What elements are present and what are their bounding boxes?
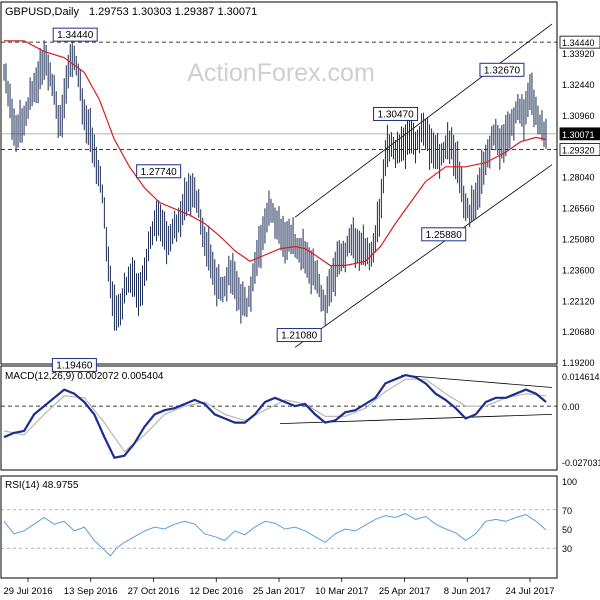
macd-title: MACD(12,26,9) 0.002072 0.005404 xyxy=(5,371,164,382)
rsi-tick-label: 70 xyxy=(562,506,572,516)
x-tick-label: 13 Sep 2016 xyxy=(64,586,118,597)
rsi-tick-label: 50 xyxy=(562,525,572,535)
price-label-box xyxy=(52,27,98,42)
price-label-text: 1.19460 xyxy=(56,361,93,372)
y-tick-label: 1.30071 xyxy=(562,130,595,140)
x-tick-label: 27 Oct 2016 xyxy=(128,586,180,597)
price-label-text: 1.30470 xyxy=(377,109,414,120)
price-label-box xyxy=(136,164,182,179)
ma-line xyxy=(4,40,547,267)
price-label-box xyxy=(421,227,467,242)
y-axis-highlight xyxy=(559,127,600,141)
price-label-box xyxy=(373,106,419,121)
x-axis-labels: 29 Jul 2016 13 Sep 2016 27 Oct 2016 12 Dec … xyxy=(3,578,555,597)
macd-panel-frame xyxy=(0,365,558,471)
y-tick-label: 1.29320 xyxy=(562,146,595,156)
moving-average xyxy=(4,40,547,267)
price-label-text: 1.27740 xyxy=(141,167,178,178)
y-tick-label: 1.20680 xyxy=(562,327,595,337)
y-tick-label: 1.30960 xyxy=(562,111,595,121)
y-axis-highlight xyxy=(559,35,600,49)
price-label-text: 1.21080 xyxy=(281,331,318,342)
y-tick-label: 1.34440 xyxy=(562,38,595,48)
y-tick-label: 1.22120 xyxy=(562,297,595,307)
macd-upper-trendline xyxy=(401,374,553,388)
macd-tick-label: 0.00 xyxy=(562,402,580,412)
macd-signal-line xyxy=(3,378,547,453)
trend-channel xyxy=(280,23,553,425)
x-tick-label: 8 Jun 2017 xyxy=(444,586,491,597)
ohlc-readout: 1.29753 1.30303 1.29387 1.30071 xyxy=(89,6,257,18)
y-tick-label: 1.33920 xyxy=(562,49,595,59)
price-series xyxy=(3,37,547,331)
watermark: ActionForex.com xyxy=(187,59,375,87)
grid-lines xyxy=(1,41,557,549)
y-axis-highlight xyxy=(559,143,600,157)
price-label-box xyxy=(51,358,97,373)
price-label-box xyxy=(276,328,322,343)
x-tick-label: 12 Dec 2016 xyxy=(189,586,243,597)
y-tick-label: 1.23600 xyxy=(562,266,595,276)
y-tick-label: 1.19200 xyxy=(562,358,595,368)
y-tick-label: 1.32440 xyxy=(562,80,595,90)
price-labels: 1.34440 1.27740 1.19460 1.21080 1.30470 1.258… xyxy=(51,27,525,373)
x-tick-label: 25 Jan 2017 xyxy=(253,586,305,597)
y-tick-label: 1.25080 xyxy=(562,235,595,245)
price-label-text: 1.32670 xyxy=(484,65,521,76)
macd-tick-label: -0.027031 xyxy=(562,458,600,468)
macd-tick-label: 0.014614 xyxy=(562,372,600,382)
price-label-text: 1.34440 xyxy=(57,30,94,41)
channel-lower-line xyxy=(294,164,553,348)
y-tick-label: 1.28040 xyxy=(562,172,595,182)
x-tick-label: 29 Jul 2016 xyxy=(3,586,52,597)
x-tick-label: 10 Mar 2017 xyxy=(315,586,368,597)
price-label-text: 1.25880 xyxy=(426,230,463,241)
y-tick-label: 1.26560 xyxy=(562,204,595,214)
price-panel-frame xyxy=(0,1,558,365)
chart-title: GBPUSD,Daily xyxy=(5,6,79,18)
rsi-line xyxy=(3,513,547,557)
macd-line xyxy=(3,373,547,459)
rsi-title: RSI(14) 48.9755 xyxy=(5,480,79,491)
x-tick-label: 25 Apr 2017 xyxy=(379,586,430,597)
rsi-tick-label: 100 xyxy=(562,477,577,487)
x-tick-label: 24 Jul 2017 xyxy=(505,586,554,597)
price-label-box xyxy=(479,62,525,77)
rsi-series xyxy=(3,513,547,557)
rsi-tick-label: 30 xyxy=(562,544,572,554)
macd-series xyxy=(3,373,547,459)
